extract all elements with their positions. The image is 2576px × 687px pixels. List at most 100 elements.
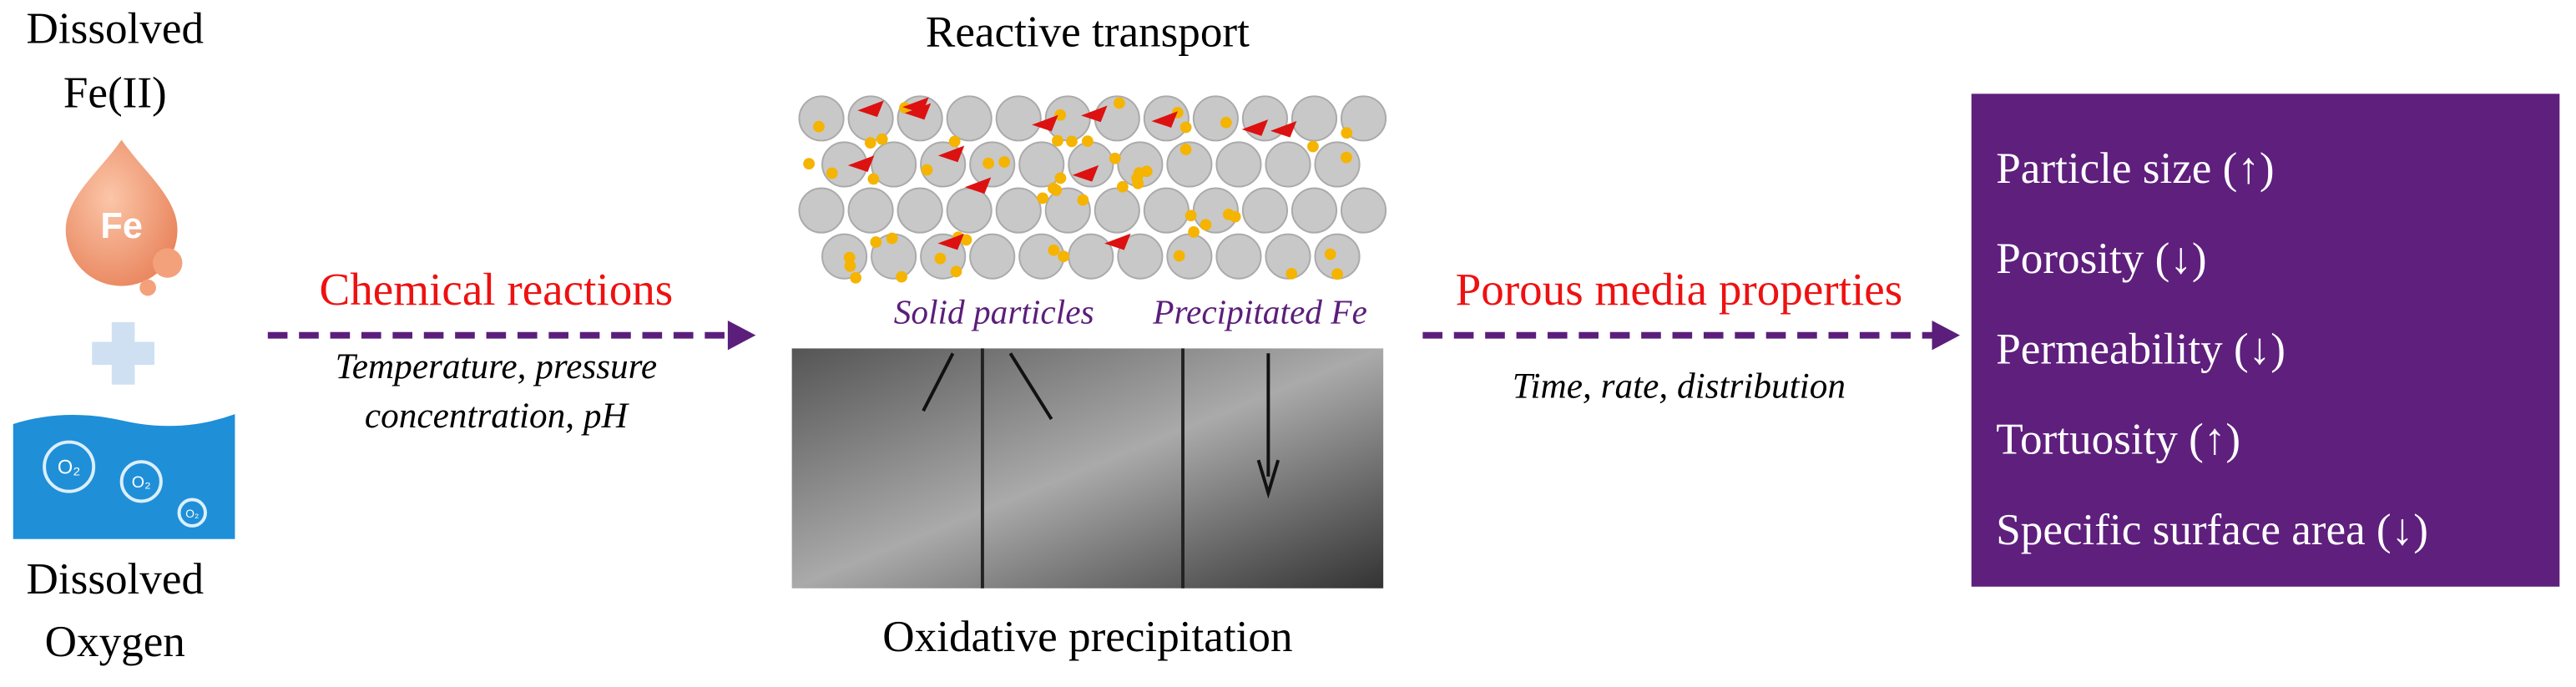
fe-dot [844, 260, 856, 272]
arrow-subtitle: concentration, pH [365, 396, 630, 436]
fe-dot [1058, 250, 1070, 262]
annotation: Precipitated Fe [1152, 293, 1367, 331]
solid-particle [798, 187, 845, 234]
solid-particle [1018, 141, 1065, 188]
solid-particle [1068, 233, 1114, 280]
fe-dot [1082, 135, 1094, 148]
solid-particle [1291, 187, 1338, 234]
fe-dot [998, 156, 1011, 168]
solid-particle [995, 187, 1042, 234]
fe-dot [1179, 144, 1192, 155]
fe-dot [1324, 248, 1336, 260]
fe-dot [1200, 219, 1212, 231]
solid-particle [1291, 95, 1338, 142]
solid-particle [798, 95, 845, 142]
annotation: Solid particles [894, 293, 1094, 331]
solid-particle [1018, 233, 1065, 280]
fe-icon-label: Fe [100, 206, 143, 246]
solid-particle [1192, 95, 1239, 142]
properties-box [1971, 93, 2560, 587]
fe-dot [1037, 192, 1048, 205]
fe-dot [1052, 134, 1063, 147]
solid-particle [1117, 233, 1164, 280]
solid-particle [1340, 187, 1387, 234]
fe-dot [1222, 208, 1235, 220]
solid-particle [946, 187, 993, 234]
fe-dot [1066, 135, 1078, 148]
oxygen-label: Dissolved [27, 555, 204, 604]
fe-dot [803, 158, 816, 170]
fe-dot [870, 236, 882, 248]
arrow-head [727, 320, 756, 351]
flow-arrow [937, 233, 964, 250]
flow-arrow [857, 100, 884, 118]
fe-dot [1140, 165, 1153, 178]
solid-particle [1241, 187, 1288, 234]
solid-particle [1265, 233, 1311, 280]
fe-dot [1109, 152, 1121, 164]
flow-arrow [1270, 120, 1297, 138]
flow-arrow [847, 155, 875, 172]
property: Porosity (↓) [1996, 235, 2206, 283]
fe-dot [1132, 177, 1144, 189]
flow-arrow [902, 97, 929, 114]
solid-particle [1215, 141, 1262, 188]
o2-text: O₂ [185, 508, 199, 520]
flow-arrow [1151, 111, 1178, 128]
solid-particle [1166, 141, 1213, 188]
oxygen-label: Oxygen [45, 618, 185, 666]
fe-dot [1048, 244, 1060, 256]
flow-arrow [1072, 164, 1099, 182]
arrow-head [1932, 320, 1960, 351]
center-bottom-title: Oxidative precipitation [882, 613, 1292, 661]
arrow-subtitle: Temperature, pressure [336, 346, 658, 386]
fe-dot [982, 157, 995, 169]
fe-dot [813, 120, 825, 133]
fe-dot [1331, 268, 1343, 280]
fe-dot [1077, 194, 1089, 206]
fe-dot [921, 164, 933, 176]
fe-dot [850, 271, 861, 284]
fe-dot [826, 167, 838, 179]
fe-dot [1184, 210, 1197, 222]
pointer [922, 352, 955, 412]
sem-image [791, 348, 1384, 588]
fe-bubble [139, 279, 156, 296]
solid-particle [847, 95, 894, 142]
fe-dot [934, 252, 947, 265]
solid-particle [897, 187, 943, 234]
solid-particle [1314, 141, 1361, 188]
flow-arrow [1032, 114, 1058, 132]
fe-label: Dissolved [27, 5, 204, 53]
fe-dot [1285, 268, 1298, 280]
solid-particle [847, 187, 894, 234]
fe-dot [867, 173, 880, 185]
flow-arrow [937, 145, 965, 163]
property: Permeability (↓) [1996, 325, 2286, 373]
fe-dot [896, 270, 907, 283]
solid-particle [1340, 95, 1387, 142]
fe-dot [1116, 180, 1129, 193]
solid-particle [1143, 187, 1190, 234]
fe-dot [1179, 121, 1192, 134]
fe-dot [1173, 250, 1185, 262]
fe-dot [1054, 172, 1067, 184]
arrow-title: Chemical reactions [319, 264, 673, 315]
fe-dot [950, 265, 962, 278]
solid-particle [871, 141, 917, 188]
pointer [1008, 352, 1053, 421]
fe-dot [864, 137, 876, 149]
fe-dot [948, 135, 961, 148]
fe-drop [65, 139, 178, 286]
fe-dot [1220, 116, 1232, 129]
property: Particle size (↑) [1996, 144, 2274, 193]
solid-particle [995, 95, 1042, 142]
o2-bubble [177, 498, 207, 528]
plus [92, 321, 155, 385]
flow-arrow [1241, 119, 1269, 136]
solid-particle [969, 233, 1016, 280]
solid-particle [1215, 233, 1262, 280]
fe-dot [1188, 225, 1200, 238]
fe-label: Fe(II) [63, 68, 167, 117]
